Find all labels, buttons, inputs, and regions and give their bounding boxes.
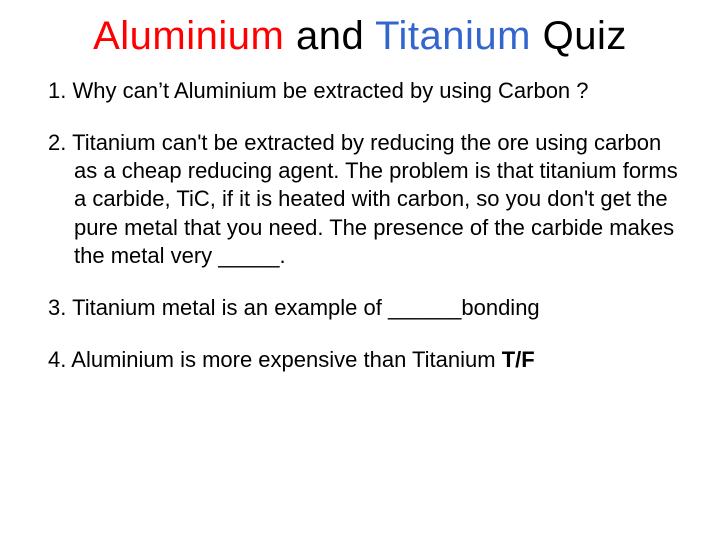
question-number: 4.	[48, 347, 66, 372]
question-text: Aluminium is more expensive than Titaniu…	[71, 347, 501, 372]
question-list: 1. Why can’t Aluminium be extracted by u…	[40, 77, 680, 374]
question-item: 2. Titanium can't be extracted by reduci…	[40, 129, 680, 270]
title-word-quiz: Quiz	[543, 14, 627, 58]
title-word-titanium: Titanium	[375, 14, 531, 58]
question-text: Why can’t Aluminium be extracted by usin…	[72, 78, 588, 103]
question-number: 2.	[48, 130, 66, 155]
question-number: 3.	[48, 295, 66, 320]
question-text: Titanium can't be extracted by reducing …	[72, 130, 678, 268]
title-word-and: and	[296, 14, 364, 58]
question-number: 1.	[48, 78, 66, 103]
title-word-aluminium: Aluminium	[93, 14, 284, 58]
slide-title: Aluminium and Titanium Quiz	[40, 14, 680, 59]
tf-indicator: T/F	[502, 347, 535, 372]
quiz-slide: Aluminium and Titanium Quiz 1. Why can’t…	[0, 0, 720, 540]
question-item: 3. Titanium metal is an example of _____…	[40, 294, 680, 322]
question-item: 1. Why can’t Aluminium be extracted by u…	[40, 77, 680, 105]
question-item: 4. Aluminium is more expensive than Tita…	[40, 346, 680, 374]
question-text: Titanium metal is an example of ______bo…	[72, 295, 540, 320]
